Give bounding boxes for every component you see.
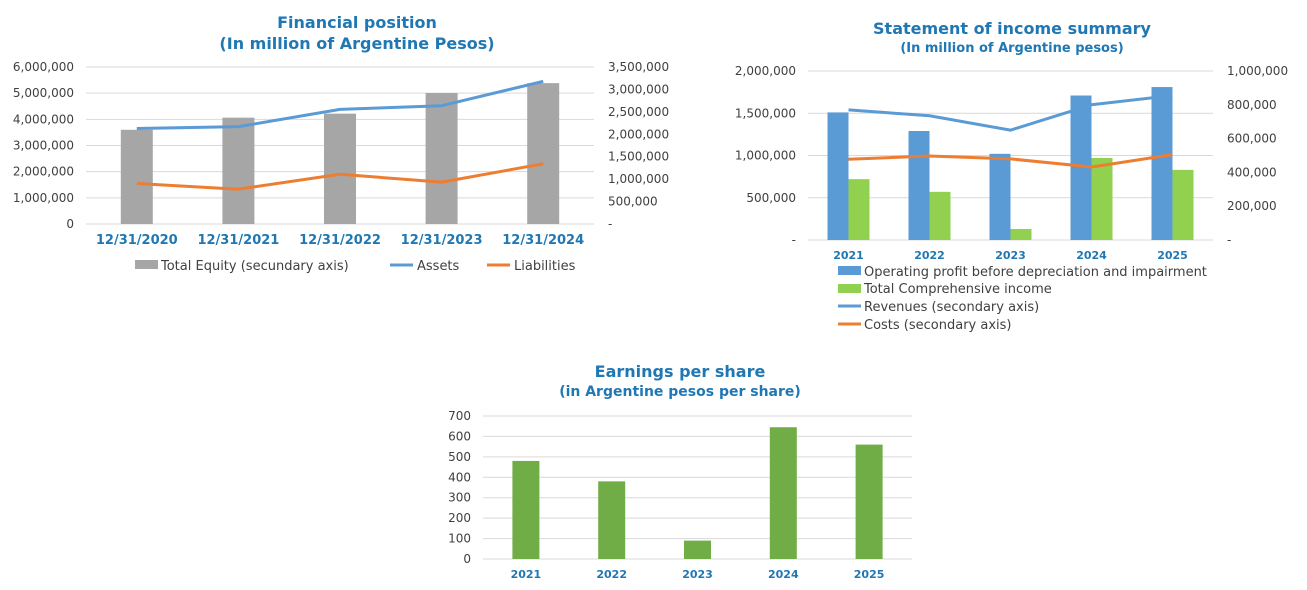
bar-total-comprehensive-income-2021 [848,179,870,240]
y2-tick-label: 800,000 [1227,98,1277,112]
chart-title: Earnings per share [595,362,766,381]
y2-tick-label: 200,000 [1227,199,1277,213]
x-category-label: 12/31/2022 [299,233,381,248]
bar-operating-profit-before-depreciation-and-impairment-2022 [908,130,930,240]
chart-subtitle: (in Argentine pesos per share) [559,384,801,400]
bar-eps-2024 [769,427,797,559]
legend-label-revenues: Revenues (secondary axis) [864,300,1039,315]
x-category-label: 2024 [1076,249,1107,262]
x-category-label: 2021 [511,568,542,581]
y-tick-label: 200 [448,511,471,525]
bar-total-equity-secundary-axis-12-31-2021 [222,117,255,224]
y2-tick-label: 500,000 [608,195,658,209]
y-tick-label: 3,000,000 [13,139,74,153]
x-category-label: 12/31/2023 [401,233,483,248]
legend-label-total-comprehensive-income: Total Comprehensive income [863,282,1052,297]
x-category-label: 2023 [682,568,713,581]
legend-label-liabilities: Liabilities [514,259,576,274]
line-costs-secondary-axis [848,153,1173,169]
y-tick-label: 100 [448,532,471,546]
legend-label-operating-profit: Operating profit before depreciation and… [864,265,1207,280]
y-tick-label: 500 [448,450,471,464]
y-tick-label: 4,000,000 [13,112,74,126]
y-tick-label: 300 [448,491,471,505]
y2-tick-label: 3,000,000 [608,82,669,96]
bar-operating-profit-before-depreciation-and-impairment-2021 [827,112,849,240]
eps-chart: Earnings per share (in Argentine pesos p… [448,362,912,581]
y2-tick-label: 1,500,000 [608,150,669,164]
y2-tick-label: 400,000 [1227,165,1277,179]
bar-total-comprehensive-income-2023 [1010,229,1032,240]
chart-legend: Operating profit before depreciation and… [838,265,1207,333]
chart-title: Financial position [277,13,437,32]
legend-label-assets: Assets [417,259,460,274]
bar-eps-2021 [512,460,540,559]
income-summary-chart: Statement of income summary (In million … [735,19,1288,333]
y-tick-label: 0 [463,552,471,566]
legend-swatch-operating-profit [838,266,861,275]
chart-subtitle: (In million of Argentine pesos) [900,41,1123,56]
y2-tick-label: 2,500,000 [608,105,669,119]
y-tick-label: 0 [66,217,74,231]
x-category-label: 2025 [1157,249,1188,262]
bar-eps-2023 [684,540,711,559]
legend-swatch-total-comprehensive-income [838,284,861,293]
bar-total-comprehensive-income-2024 [1091,158,1113,240]
legend-label-total-equity: Total Equity (secundary axis) [160,259,349,274]
legend-label-costs: Costs (secondary axis) [864,318,1012,333]
bar-total-equity-secundary-axis-12-31-2022 [324,113,356,224]
bar-total-comprehensive-income-2025 [1172,169,1194,240]
y-tick-label: 600 [448,429,471,443]
y2-tick-label: 1,000,000 [1227,64,1288,78]
y2-tick-label: 3,500,000 [608,60,669,74]
y-tick-label: 5,000,000 [13,86,74,100]
x-category-label: 2023 [995,249,1026,262]
chart-subtitle: (In million of Argentine Pesos) [219,34,494,53]
bar-operating-profit-before-depreciation-and-impairment-2024 [1070,95,1092,240]
y2-tick-label: - [1227,233,1231,247]
chart-legend: Total Equity (secundary axis) Assets Lia… [135,259,576,274]
chart-title: Statement of income summary [873,19,1152,38]
y-tick-label: 700 [448,409,471,423]
y-tick-label: 500,000 [746,191,796,205]
y-tick-label: 1,000,000 [13,191,74,205]
x-category-label: 12/31/2021 [197,233,279,248]
x-category-label: 2021 [833,249,864,262]
x-category-label: 2022 [914,249,945,262]
financial-position-chart: Financial position (In million of Argent… [13,13,669,274]
bar-operating-profit-before-depreciation-and-impairment-2025 [1151,87,1173,241]
bar-total-comprehensive-income-2022 [929,191,951,240]
y-tick-label: 2,000,000 [735,64,796,78]
line-assets [136,79,544,130]
line-revenues-secondary-axis [848,94,1173,132]
bar-eps-2025 [855,444,883,559]
line-liabilities [136,162,544,191]
legend-swatch-total-equity [135,260,158,269]
x-category-label: 2022 [596,568,627,581]
bar-eps-2022 [598,481,626,559]
bar-total-equity-secundary-axis-12-31-2023 [425,93,458,224]
y-tick-label: 1,000,000 [735,149,796,163]
y-tick-label: 2,000,000 [13,165,74,179]
y2-tick-label: 2,000,000 [608,127,669,141]
bar-total-equity-secundary-axis-12-31-2024 [527,83,560,224]
y-tick-label: 400 [448,470,471,484]
bar-operating-profit-before-depreciation-and-impairment-2023 [989,153,1011,240]
x-category-label: 12/31/2020 [96,233,178,248]
y2-tick-label: 1,000,000 [608,172,669,186]
y-tick-label: 6,000,000 [13,60,74,74]
y2-tick-label: - [608,217,612,231]
x-category-label: 2025 [854,568,885,581]
y2-tick-label: 600,000 [1227,132,1277,146]
x-category-label: 2024 [768,568,799,581]
y-tick-label: 1,500,000 [735,106,796,120]
bar-total-equity-secundary-axis-12-31-2020 [120,129,153,224]
y-tick-label: - [792,233,796,247]
x-category-label: 12/31/2024 [502,233,584,248]
